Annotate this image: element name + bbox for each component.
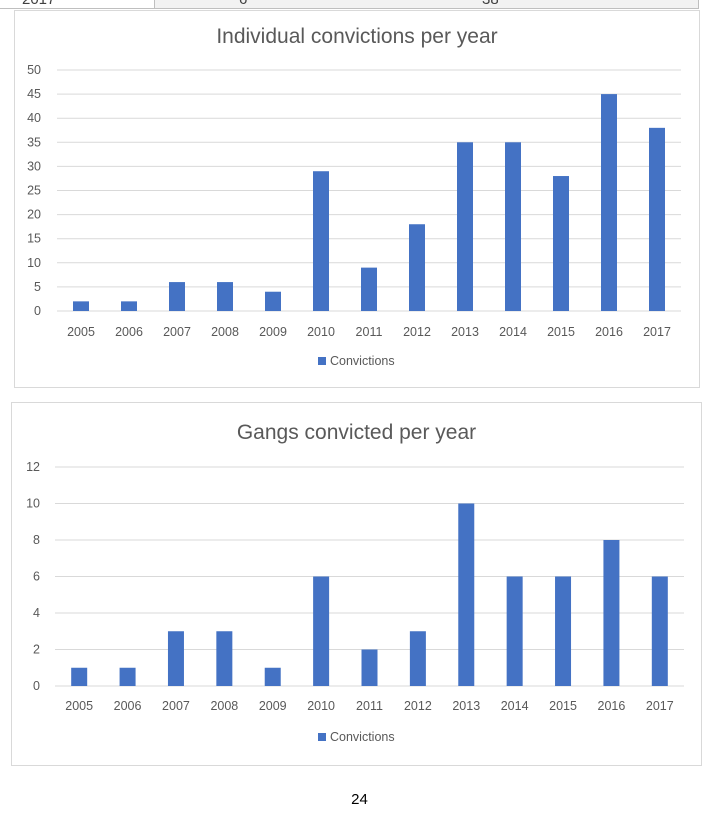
x-tick-label: 2007 bbox=[163, 325, 191, 339]
legend-label: Convictions bbox=[330, 354, 395, 368]
bar-2010 bbox=[313, 576, 330, 686]
x-tick-label: 2013 bbox=[451, 325, 479, 339]
bar-2009 bbox=[264, 667, 281, 686]
y-tick-label: 4 bbox=[33, 606, 40, 620]
y-tick-label: 0 bbox=[33, 679, 40, 693]
legend-label: Convictions bbox=[330, 730, 395, 744]
table-cell-middle-text: 6 bbox=[239, 0, 247, 8]
x-tick-label: 2007 bbox=[162, 699, 190, 713]
x-tick-label: 2010 bbox=[307, 699, 335, 713]
bar-2013 bbox=[457, 142, 473, 311]
legend-swatch bbox=[318, 733, 326, 741]
bar-2015 bbox=[553, 176, 569, 311]
x-tick-label: 2015 bbox=[549, 699, 577, 713]
x-tick-label: 2015 bbox=[547, 325, 575, 339]
x-tick-label: 2014 bbox=[501, 699, 529, 713]
bar-2005 bbox=[73, 301, 89, 311]
x-tick-label: 2012 bbox=[403, 325, 431, 339]
y-tick-label: 20 bbox=[27, 208, 41, 222]
table-fragment: 2017 6 38 bbox=[0, 0, 699, 9]
x-tick-label: 2017 bbox=[646, 699, 674, 713]
bar-2017 bbox=[649, 127, 665, 311]
y-tick-label: 25 bbox=[27, 184, 41, 198]
bar-2016 bbox=[603, 540, 620, 686]
bar-2006 bbox=[121, 301, 137, 311]
y-tick-label: 10 bbox=[26, 497, 40, 511]
legend-swatch bbox=[318, 357, 326, 365]
bar-2007 bbox=[169, 282, 185, 311]
y-tick-label: 45 bbox=[27, 87, 41, 101]
y-tick-label: 15 bbox=[27, 232, 41, 246]
bar-2006 bbox=[119, 667, 136, 686]
x-tick-label: 2011 bbox=[356, 325, 383, 339]
bar-2013 bbox=[458, 503, 475, 686]
table-cell-values: 6 38 bbox=[155, 0, 699, 9]
bar-2017 bbox=[651, 576, 668, 686]
bar-2011 bbox=[361, 267, 377, 311]
x-tick-label: 2010 bbox=[307, 325, 335, 339]
chart-title: Individual convictions per year bbox=[216, 25, 497, 48]
chart-svg: Individual convictions per year 0 5 10 15 20 2… bbox=[27, 25, 681, 368]
y-tick-label: 0 bbox=[34, 304, 41, 318]
y-tick-label: 35 bbox=[27, 135, 41, 149]
y-tick-label: 6 bbox=[33, 570, 40, 584]
y-tick-label: 2 bbox=[33, 643, 40, 657]
page-number: 24 bbox=[351, 791, 368, 808]
y-tick-label: 10 bbox=[27, 256, 41, 270]
bar-2007 bbox=[167, 631, 184, 686]
bar-2015 bbox=[555, 576, 572, 686]
bar-2011 bbox=[361, 649, 378, 686]
x-tick-label: 2009 bbox=[259, 699, 287, 713]
table-cell-year: 2017 bbox=[0, 0, 155, 9]
bar-2009 bbox=[265, 291, 281, 311]
y-tick-label: 50 bbox=[27, 63, 41, 77]
x-tick-label: 2016 bbox=[595, 325, 623, 339]
x-tick-label: 2016 bbox=[598, 699, 626, 713]
x-tick-label: 2008 bbox=[211, 325, 239, 339]
x-tick-label: 2005 bbox=[65, 699, 93, 713]
x-tick-label: 2014 bbox=[499, 325, 527, 339]
y-tick-label: 12 bbox=[26, 460, 40, 474]
x-tick-label: 2012 bbox=[404, 699, 432, 713]
bar-2012 bbox=[409, 631, 426, 686]
table-cell-right-text: 38 bbox=[482, 0, 499, 8]
bar-2012 bbox=[409, 224, 425, 311]
x-tick-label: 2008 bbox=[210, 699, 238, 713]
x-tick-label: 2009 bbox=[259, 325, 287, 339]
y-tick-label: 5 bbox=[34, 280, 41, 294]
chart-title: Gangs convicted per year bbox=[237, 421, 476, 444]
x-tick-label: 2005 bbox=[67, 325, 95, 339]
x-tick-label: 2017 bbox=[643, 325, 671, 339]
x-tick-label: 2006 bbox=[114, 699, 142, 713]
bar-2005 bbox=[71, 667, 88, 686]
gangs-convicted-chart: Gangs convicted per year 0 2 4 6 8 10 12 2005 200… bbox=[11, 402, 702, 766]
y-tick-label: 40 bbox=[27, 111, 41, 125]
bar-2008 bbox=[217, 282, 233, 311]
x-tick-label: 2013 bbox=[452, 699, 480, 713]
bar-2008 bbox=[216, 631, 233, 686]
bar-2014 bbox=[505, 142, 521, 311]
x-tick-label: 2006 bbox=[115, 325, 143, 339]
bar-2016 bbox=[601, 94, 617, 311]
chart-svg: Gangs convicted per year 0 2 4 6 8 10 12 2005 200… bbox=[26, 421, 684, 744]
bar-2014 bbox=[506, 576, 523, 686]
individual-convictions-chart: Individual convictions per year 0 5 10 15 20 2… bbox=[14, 10, 700, 388]
bar-2010 bbox=[313, 171, 329, 311]
x-tick-label: 2011 bbox=[356, 699, 383, 713]
y-tick-label: 30 bbox=[27, 159, 41, 173]
y-tick-label: 8 bbox=[33, 533, 40, 547]
table-cell-year-text: 2017 bbox=[22, 0, 55, 8]
